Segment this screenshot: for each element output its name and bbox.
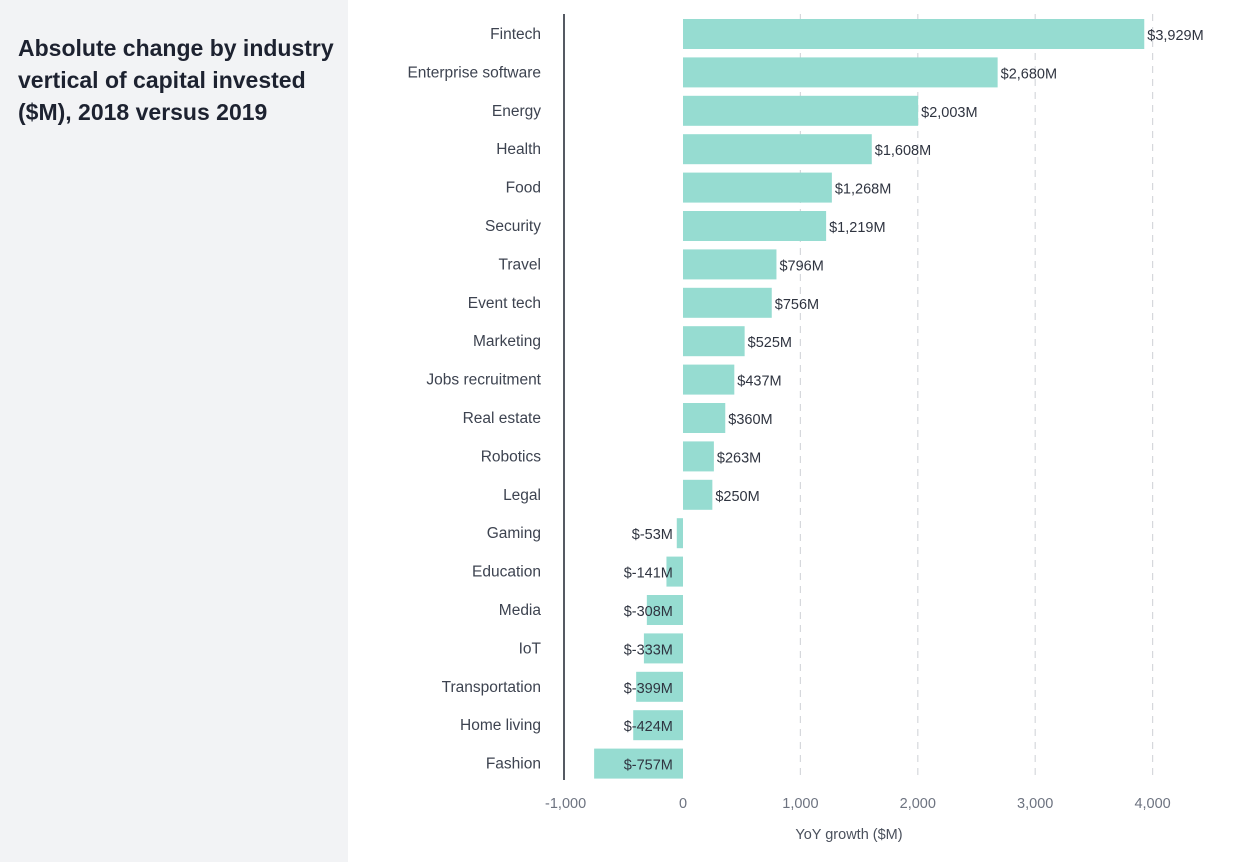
- value-label: $263M: [717, 450, 761, 466]
- chart-title: Absolute change by industry vertical of …: [18, 35, 334, 125]
- category-label: Travel: [499, 256, 542, 273]
- bar-enterprise-software: [683, 57, 998, 88]
- value-label: $250M: [715, 489, 759, 505]
- category-label: Food: [506, 180, 541, 197]
- bar-iot: [643, 633, 683, 664]
- bar-media: [646, 595, 683, 625]
- bar-education: [666, 556, 683, 587]
- category-label: Media: [499, 602, 542, 619]
- bar-real-estate: [683, 403, 726, 433]
- value-label: $3,929M: [1147, 28, 1203, 44]
- value-label: $-399M: [624, 681, 673, 697]
- category-label: Fashion: [486, 756, 541, 773]
- x-tick-label: 2,000: [900, 796, 936, 812]
- category-label: Jobs recruitment: [426, 372, 541, 389]
- category-label: Gaming: [487, 525, 541, 542]
- sidebar-panel: Absolute change by industry vertical of …: [0, 0, 348, 862]
- bar-legal: [683, 479, 713, 510]
- bar-marketing: [683, 326, 745, 357]
- value-label: $-757M: [624, 758, 673, 774]
- value-label: $437M: [737, 374, 781, 390]
- bar-jobs-recruitment: [683, 364, 735, 395]
- x-tick-label: 3,000: [1017, 796, 1053, 812]
- bar-travel: [683, 249, 777, 280]
- category-label: Robotics: [481, 448, 542, 465]
- category-label: Real estate: [463, 410, 541, 427]
- category-label: Security: [485, 218, 541, 235]
- category-label: Transportation: [442, 679, 541, 696]
- value-label: $1,219M: [829, 220, 885, 236]
- value-label: $-308M: [624, 604, 673, 620]
- category-label: Enterprise software: [407, 64, 541, 81]
- value-label: $-141M: [624, 566, 673, 582]
- category-label: Fintech: [490, 26, 541, 43]
- x-tick-label: 0: [679, 796, 687, 812]
- category-label: Energy: [492, 103, 541, 120]
- bar-fashion: [594, 748, 683, 779]
- category-label: Education: [472, 564, 541, 581]
- value-label: $796M: [779, 258, 823, 274]
- bars: [594, 19, 1145, 779]
- bar-security: [683, 211, 827, 241]
- x-tick-label: 1,000: [782, 796, 818, 812]
- bar-health: [683, 134, 872, 165]
- bar-chart: Fintech Enterprise software Energy Health Fo…: [407, 14, 1204, 843]
- bar-gaming: [676, 518, 683, 549]
- bar-home-living: [633, 710, 683, 741]
- value-label: $360M: [728, 412, 772, 428]
- category-label: Marketing: [473, 333, 541, 350]
- grid-lines: [799, 14, 1154, 780]
- value-label: $2,680M: [1001, 66, 1057, 82]
- value-label: $1,608M: [875, 143, 931, 159]
- bar-energy: [683, 95, 919, 126]
- category-label: Event tech: [468, 295, 541, 312]
- category-label: Health: [496, 141, 541, 158]
- value-label: $525M: [748, 335, 792, 351]
- category-labels: Fintech Enterprise software Energy Health Fo…: [407, 26, 541, 773]
- value-labels: $3,929M $2,680M $2,003M $1,608M $1,268M $1,21…: [624, 28, 1204, 774]
- x-tick-labels: -1,000 0 1,000 2,000 3,000 4,000: [545, 796, 1171, 812]
- bar-food: [683, 172, 832, 203]
- chart-area: Fintech Enterprise software Energy Health Fo…: [348, 0, 1254, 862]
- x-tick-label: -1,000: [545, 796, 586, 812]
- value-label: $-53M: [632, 527, 673, 543]
- value-label: $2,003M: [921, 105, 977, 121]
- category-label: Legal: [503, 487, 541, 504]
- bar-fintech: [683, 19, 1145, 49]
- value-label: $-424M: [624, 719, 673, 735]
- x-tick-label: 4,000: [1134, 796, 1170, 812]
- value-label: $-333M: [624, 642, 673, 658]
- x-axis-title: YoY growth ($M): [795, 827, 902, 843]
- bar-robotics: [683, 441, 714, 472]
- bar-event-tech: [683, 287, 772, 318]
- value-label: $756M: [775, 297, 819, 313]
- category-label: IoT: [519, 640, 542, 657]
- value-label: $1,268M: [835, 182, 891, 198]
- category-label: Home living: [460, 717, 541, 734]
- bar-transportation: [636, 671, 683, 702]
